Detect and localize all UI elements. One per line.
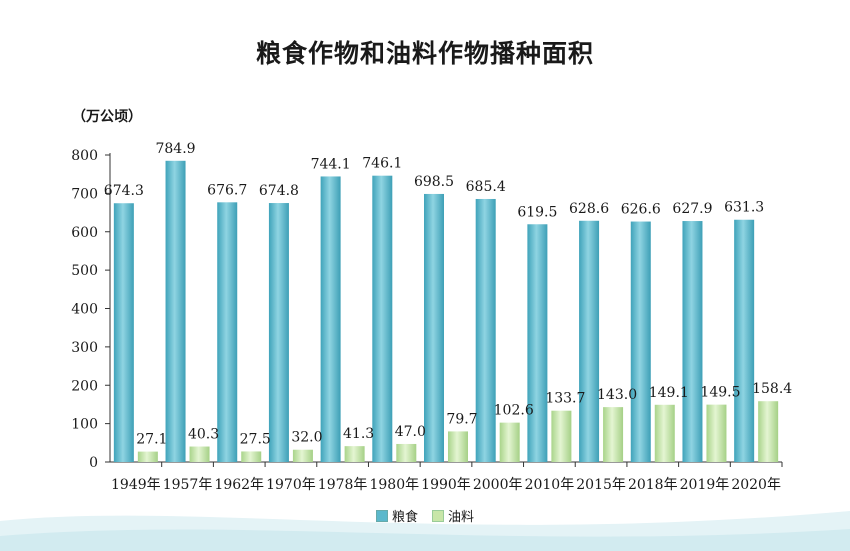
data-label-oil: 149.5 xyxy=(700,385,740,401)
x-tick-label: 2000年 xyxy=(473,477,523,493)
data-label-oil: 133.7 xyxy=(545,391,585,407)
legend-swatch-oil xyxy=(432,509,444,522)
data-label-oil: 102.6 xyxy=(494,403,534,419)
data-label-grain: 627.9 xyxy=(672,201,712,217)
bar-grain xyxy=(217,202,238,462)
x-tick-label: 2010年 xyxy=(525,477,575,493)
data-label-oil: 79.7 xyxy=(446,411,477,427)
data-label-grain: 628.6 xyxy=(569,201,609,217)
data-label-grain: 619.5 xyxy=(517,204,557,220)
x-tick-label: 2018年 xyxy=(628,477,678,493)
x-tick-label: 1970年 xyxy=(266,477,316,493)
x-tick-label: 2020年 xyxy=(731,477,781,493)
bar-grain xyxy=(682,221,703,462)
bar-grain xyxy=(475,198,496,462)
legend-label-oil: 油料 xyxy=(448,510,475,525)
bars-group xyxy=(113,160,779,463)
data-label-grain: 784.9 xyxy=(155,141,195,157)
bar-oil xyxy=(448,431,468,462)
data-label-grain: 631.3 xyxy=(724,200,764,216)
y-tick-label: 600 xyxy=(71,225,98,241)
chart-title: 粮食作物和油料作物播种面积 xyxy=(255,39,594,68)
bar-oil xyxy=(603,407,624,462)
data-label-oil: 47.0 xyxy=(395,424,426,440)
data-label-grain: 626.6 xyxy=(621,202,661,218)
y-tick-label: 500 xyxy=(71,263,98,279)
x-tick-label: 1980年 xyxy=(369,477,419,493)
data-label-oil: 41.3 xyxy=(343,426,374,442)
y-tick-label: 700 xyxy=(71,186,98,202)
bar-oil xyxy=(189,446,210,462)
legend-item-grain: 粮食 xyxy=(375,506,418,525)
x-tick-label: 1990年 xyxy=(421,477,471,493)
legend-label-grain: 粮食 xyxy=(391,510,418,525)
bar-oil xyxy=(241,451,262,462)
data-label-oil: 27.1 xyxy=(136,432,167,448)
bar-grain xyxy=(527,224,548,462)
y-tick-label: 800 xyxy=(71,148,98,164)
data-label-oil: 158.4 xyxy=(752,381,792,397)
data-label-grain: 674.8 xyxy=(259,183,299,199)
legend: 粮食 油料 xyxy=(0,506,850,525)
bar-grain xyxy=(320,176,341,462)
data-label-oil: 32.0 xyxy=(291,430,322,446)
data-label-grain: 744.1 xyxy=(311,156,351,172)
bar-oil xyxy=(551,410,572,462)
bar-oil xyxy=(654,404,675,462)
legend-swatch-grain xyxy=(375,509,388,522)
bar-grain xyxy=(579,220,600,462)
x-tick-label: 1957年 xyxy=(163,477,213,493)
decorative-wave-background xyxy=(0,511,850,551)
y-tick-label: 300 xyxy=(71,340,98,356)
x-tick-label: 2015年 xyxy=(576,477,626,493)
y-axis-unit-label: （万公顷） xyxy=(72,109,142,125)
y-tick-label: 200 xyxy=(71,378,98,394)
y-tick-label: 0 xyxy=(89,455,98,471)
bar-grain xyxy=(165,160,186,463)
legend-item-oil: 油料 xyxy=(432,506,474,525)
data-label-grain: 674.3 xyxy=(104,183,144,199)
data-label-grain: 698.5 xyxy=(414,174,454,190)
bar-grain xyxy=(424,193,444,462)
bar-oil xyxy=(499,422,520,462)
bar-grain xyxy=(734,219,755,462)
x-tick-label: 1962年 xyxy=(214,477,264,493)
bar-oil xyxy=(344,446,365,462)
x-tick-label: 1949年 xyxy=(111,477,161,493)
data-label-oil: 143.0 xyxy=(597,387,637,403)
bar-oil xyxy=(706,404,727,462)
bar-grain xyxy=(113,203,134,463)
bar-grain xyxy=(372,175,393,462)
y-tick-label: 100 xyxy=(71,417,98,433)
data-label-oil: 27.5 xyxy=(240,431,271,447)
data-label-oil: 40.3 xyxy=(188,427,219,443)
x-tick-label: 2019年 xyxy=(680,477,730,493)
data-label-oil: 149.1 xyxy=(649,385,689,401)
labels-group: 674.3 27.1 784.9 40.3 676.7 27.5 674.8 32.0 744.… xyxy=(104,141,792,448)
bar-oil xyxy=(396,443,417,462)
bar-oil xyxy=(137,451,158,462)
bar-oil xyxy=(758,401,779,462)
y-tick-label: 400 xyxy=(71,302,98,318)
x-tick-label: 1978年 xyxy=(318,477,368,493)
bar-grain xyxy=(630,221,651,462)
data-label-grain: 746.1 xyxy=(362,156,402,172)
data-label-grain: 685.4 xyxy=(466,179,506,195)
data-label-grain: 676.7 xyxy=(207,182,247,198)
bar-grain xyxy=(268,203,289,462)
axes-group: 0 100 200 300 400 500 600 700 800 1949年 1957年 1962年… xyxy=(71,148,783,493)
bar-oil xyxy=(292,449,313,462)
